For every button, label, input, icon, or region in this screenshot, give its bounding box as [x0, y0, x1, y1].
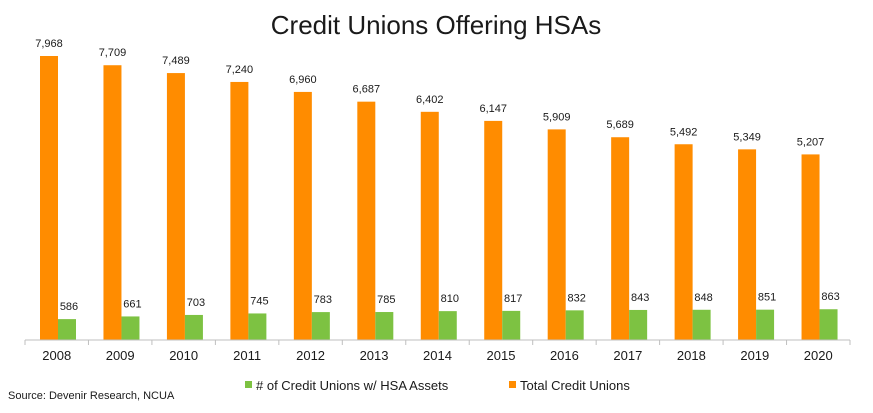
bar-total-2017	[611, 137, 630, 340]
label-total-2018: 5,492	[670, 126, 698, 138]
bar-hsa-2016	[565, 310, 584, 340]
x-tick-label-2010: 2010	[169, 348, 198, 363]
label-total-2010: 7,489	[162, 55, 190, 67]
x-tick-label-2012: 2012	[296, 348, 325, 363]
x-tick-label-2015: 2015	[487, 348, 516, 363]
bar-total-2013	[357, 101, 376, 340]
bar-total-2015	[484, 120, 503, 340]
bar-hsa-2008	[58, 319, 76, 340]
bar-total-2019	[738, 149, 757, 340]
label-hsa-2016: 832	[568, 292, 586, 304]
bar-total-2018	[674, 144, 693, 340]
x-tick-label-2009: 2009	[106, 348, 135, 363]
bar-total-2020	[801, 154, 820, 340]
chart-title: Credit Unions Offering HSAs	[271, 10, 601, 40]
bar-hsa-2018	[692, 309, 711, 340]
label-hsa-2014: 810	[441, 293, 459, 305]
bar-hsa-2013	[375, 312, 394, 340]
bar-total-2010	[166, 73, 185, 341]
label-hsa-2019: 851	[758, 292, 776, 304]
label-hsa-2011: 745	[250, 295, 268, 307]
legend: # of Credit Unions w/ HSA Assets Total Cr…	[245, 378, 630, 393]
x-tick-label-2019: 2019	[740, 348, 769, 363]
label-hsa-2013: 785	[377, 294, 395, 306]
label-total-2009: 7,709	[99, 47, 127, 59]
x-tick-label-2018: 2018	[677, 348, 706, 363]
label-total-2017: 5,689	[606, 119, 634, 131]
x-axis-ticks	[24, 340, 851, 345]
label-total-2020: 5,207	[797, 136, 825, 148]
label-hsa-2009: 661	[123, 298, 141, 310]
bar-hsa-2017	[629, 309, 648, 340]
source-note: Source: Devenir Research, NCUA	[8, 390, 175, 402]
x-tick-label-2017: 2017	[613, 348, 642, 363]
label-hsa-2015: 817	[504, 293, 522, 305]
x-axis-labels: 2008 2009 2010 2011 2012 2013 2014 2015 2016 2017…	[42, 348, 832, 363]
label-total-2015: 6,147	[479, 103, 507, 115]
label-hsa-2018: 848	[694, 292, 712, 304]
bar-hsa-2015	[502, 310, 521, 340]
x-tick-label-2011: 2011	[233, 348, 261, 363]
x-tick-label-2013: 2013	[360, 348, 389, 363]
legend-label-hsa: # of Credit Unions w/ HSA Assets	[256, 378, 449, 393]
bar-hsa-2009	[121, 316, 140, 340]
legend-swatch-total	[509, 381, 516, 388]
label-total-2008: 7,968	[35, 38, 63, 50]
x-tick-label-2020: 2020	[804, 348, 833, 363]
label-total-2014: 6,402	[416, 94, 444, 106]
label-total-2016: 5,909	[543, 111, 571, 123]
bar-hsa-2010	[184, 314, 203, 340]
label-total-2012: 6,960	[289, 74, 317, 86]
bar-total-2012	[293, 91, 312, 341]
bar-hsa-2012	[311, 312, 330, 340]
legend-swatch-hsa	[245, 381, 252, 388]
label-hsa-2020: 863	[821, 291, 839, 303]
data-labels-group: 7,968 586 7,709 661 7,489 703 7,240 745 6,960 783…	[35, 38, 839, 313]
bars-group	[40, 56, 838, 341]
label-total-2011: 7,240	[226, 64, 254, 76]
label-hsa-2008: 586	[60, 301, 78, 313]
bar-total-2011	[230, 81, 249, 341]
label-total-2013: 6,687	[353, 84, 381, 96]
label-total-2019: 5,349	[733, 131, 761, 143]
bar-hsa-2020	[819, 309, 838, 340]
bar-total-2008	[40, 56, 58, 340]
x-tick-label-2008: 2008	[42, 348, 71, 363]
bar-hsa-2019	[756, 309, 775, 340]
x-tick-label-2014: 2014	[423, 348, 452, 363]
label-hsa-2012: 783	[314, 294, 332, 306]
label-hsa-2017: 843	[631, 292, 649, 304]
bar-total-2009	[103, 65, 122, 341]
bar-hsa-2014	[438, 311, 457, 340]
label-hsa-2010: 703	[187, 297, 205, 309]
bar-total-2014	[420, 111, 439, 341]
legend-label-total: Total Credit Unions	[520, 378, 630, 393]
bar-total-2016	[547, 129, 566, 340]
x-tick-label-2016: 2016	[550, 348, 579, 363]
bar-hsa-2011	[248, 313, 267, 340]
